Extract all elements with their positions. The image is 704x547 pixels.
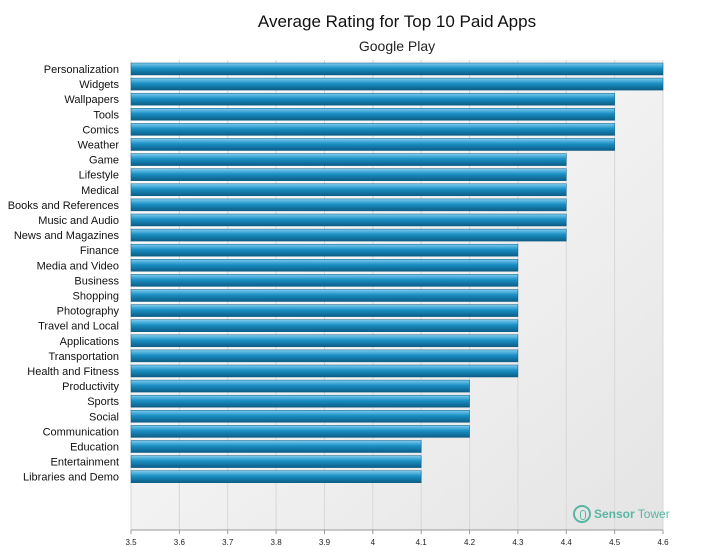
bar bbox=[130, 425, 470, 438]
category-label: Sports bbox=[87, 396, 119, 408]
bar bbox=[130, 183, 567, 197]
category-label: Music and Audio bbox=[38, 215, 119, 227]
bar bbox=[130, 304, 519, 317]
x-tick-label: 3.6 bbox=[174, 538, 186, 547]
bar bbox=[130, 259, 519, 272]
bar bbox=[130, 228, 567, 242]
x-tick-label: 3.9 bbox=[319, 538, 331, 547]
x-tick-label: 4.2 bbox=[464, 538, 476, 547]
bar bbox=[130, 138, 615, 151]
category-label: Business bbox=[74, 275, 119, 287]
chart-subtitle: Google Play bbox=[358, 38, 436, 54]
category-label: Productivity bbox=[62, 381, 119, 393]
category-label: Widgets bbox=[79, 79, 119, 91]
category-label: Books and References bbox=[8, 200, 120, 212]
category-label: Media and Video bbox=[37, 260, 119, 272]
bar bbox=[130, 334, 519, 348]
bar bbox=[130, 213, 567, 227]
logo-text-tower: Tower bbox=[637, 507, 670, 521]
x-tick-label: 4.1 bbox=[416, 538, 428, 547]
bar bbox=[130, 455, 422, 468]
bar bbox=[130, 62, 664, 76]
x-tick-label: 3.5 bbox=[125, 538, 137, 547]
bar bbox=[130, 319, 519, 332]
category-labels: Personalization Widgets Wallpapers Tools Com… bbox=[8, 64, 120, 484]
sensor-tower-icon bbox=[573, 505, 591, 523]
category-label: Education bbox=[70, 442, 119, 454]
logo-text-sensor: Sensor bbox=[594, 507, 635, 521]
bar bbox=[130, 92, 615, 106]
category-label: Game bbox=[89, 155, 119, 167]
category-label: Medical bbox=[81, 185, 119, 197]
category-label: Social bbox=[89, 411, 119, 423]
bar bbox=[130, 394, 470, 408]
chart-title: Average Rating for Top 10 Paid Apps bbox=[257, 12, 537, 31]
category-label: Applications bbox=[60, 336, 120, 348]
x-tick-label: 4.5 bbox=[609, 538, 621, 547]
x-tick-label: 4.4 bbox=[561, 538, 573, 547]
bar bbox=[130, 470, 422, 483]
category-label: Finance bbox=[80, 245, 119, 257]
bar bbox=[130, 168, 567, 181]
bar bbox=[130, 198, 567, 212]
x-tick-label: 4 bbox=[371, 538, 376, 547]
category-label: Personalization bbox=[44, 64, 119, 76]
category-label: Comics bbox=[82, 124, 119, 136]
bar bbox=[130, 243, 519, 257]
category-label: Wallpapers bbox=[64, 94, 119, 106]
x-axis-ticks: 3.5 3.6 3.7 3.8 3.9 4 4.1 4.2 4.3 4.4 4.5 4.6 bbox=[125, 530, 669, 547]
category-label: News and Magazines bbox=[14, 230, 120, 242]
bars bbox=[130, 62, 664, 483]
category-label: Health and Fitness bbox=[27, 366, 119, 378]
category-label: Libraries and Demo bbox=[23, 472, 119, 484]
category-label: Weather bbox=[78, 140, 120, 152]
x-tick-label: 4.3 bbox=[512, 538, 524, 547]
bar bbox=[130, 289, 519, 302]
bar bbox=[130, 123, 615, 136]
x-tick-label: 4.6 bbox=[657, 538, 669, 547]
category-label: Shopping bbox=[73, 291, 120, 303]
sensor-tower-logo: Sensor Tower bbox=[573, 505, 670, 523]
bar bbox=[130, 440, 422, 453]
category-label: Transportation bbox=[48, 351, 119, 363]
category-label: Photography bbox=[57, 306, 120, 318]
category-label: Tools bbox=[93, 109, 119, 121]
bar bbox=[130, 410, 470, 423]
category-label: Communication bbox=[43, 426, 119, 438]
bar bbox=[130, 379, 470, 393]
category-label: Travel and Local bbox=[38, 321, 119, 333]
bar bbox=[130, 349, 519, 363]
bar bbox=[130, 108, 615, 121]
x-tick-label: 3.8 bbox=[271, 538, 283, 547]
bar bbox=[130, 274, 519, 287]
bar bbox=[130, 77, 664, 91]
category-label: Lifestyle bbox=[79, 170, 119, 182]
category-label: Entertainment bbox=[51, 457, 119, 469]
x-tick-label: 3.7 bbox=[222, 538, 234, 547]
bar bbox=[130, 153, 567, 166]
bar bbox=[130, 364, 519, 378]
